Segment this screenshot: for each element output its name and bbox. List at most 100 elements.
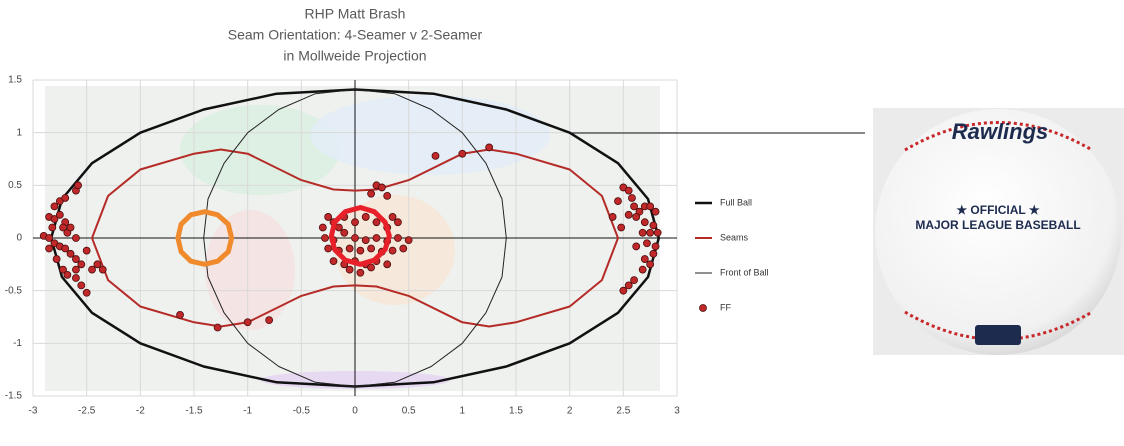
point xyxy=(72,265,80,274)
point xyxy=(608,213,617,221)
point xyxy=(82,288,91,297)
mlb-logo xyxy=(975,325,1021,345)
point xyxy=(394,234,402,242)
y-tick-label: 1 xyxy=(16,127,22,138)
x-tick-label: -0.5 xyxy=(293,406,311,417)
point xyxy=(624,210,633,219)
chart-title: Seam Orientation: 4-Seamer v 2-Seamer xyxy=(228,27,483,43)
point xyxy=(630,276,638,285)
x-tick-label: 1.5 xyxy=(509,406,523,417)
seam xyxy=(904,121,1093,152)
y-tick-label: -0.5 xyxy=(5,285,23,296)
point xyxy=(651,207,660,216)
legend-label: Front of Ball xyxy=(720,267,769,277)
chart-title: in Mollweide Projection xyxy=(283,48,426,64)
point xyxy=(367,189,376,198)
point xyxy=(394,218,402,227)
point xyxy=(66,249,75,258)
x-tick-label: -1.5 xyxy=(185,406,203,417)
legend-label: Seams xyxy=(720,232,749,242)
baseball xyxy=(875,109,1121,355)
point xyxy=(643,239,651,248)
series-line xyxy=(175,209,235,267)
map-region xyxy=(310,95,550,175)
point xyxy=(63,270,72,279)
point xyxy=(646,228,655,237)
point xyxy=(619,286,628,295)
point xyxy=(98,265,107,274)
point xyxy=(624,281,633,290)
point xyxy=(377,183,386,192)
x-tick-label: -2.5 xyxy=(78,406,96,417)
point xyxy=(617,223,626,232)
brand: Rawlings xyxy=(952,119,1049,144)
x-tick-label: -2 xyxy=(136,406,145,417)
point xyxy=(367,263,376,272)
point xyxy=(351,234,359,242)
point xyxy=(628,194,636,202)
point xyxy=(638,228,647,237)
point xyxy=(388,213,397,221)
point xyxy=(372,234,381,242)
plot xyxy=(39,88,662,388)
y-tick-label: -1.5 xyxy=(5,391,23,402)
point xyxy=(351,218,359,227)
point xyxy=(72,234,80,242)
point xyxy=(630,202,638,211)
x-tick-label: -1 xyxy=(243,406,252,417)
point xyxy=(651,242,660,251)
point xyxy=(646,202,655,211)
x-tick-label: -3 xyxy=(29,406,38,417)
legend-swatch xyxy=(699,304,707,312)
point xyxy=(640,218,649,227)
point xyxy=(213,323,222,332)
point xyxy=(77,281,86,290)
x-tick-label: 2 xyxy=(567,406,573,417)
point xyxy=(361,236,370,245)
point xyxy=(329,257,338,266)
point xyxy=(632,242,641,251)
series-line xyxy=(203,89,507,387)
point xyxy=(265,316,274,325)
series-line xyxy=(328,205,392,267)
point xyxy=(59,265,67,274)
point xyxy=(458,149,467,158)
point xyxy=(485,143,494,152)
point xyxy=(646,260,655,269)
x-tick-label: 0.5 xyxy=(402,406,416,417)
point xyxy=(383,191,392,200)
point xyxy=(48,223,57,232)
point xyxy=(653,228,662,237)
x-tick-label: 2.5 xyxy=(616,406,630,417)
point xyxy=(356,268,365,277)
series-line xyxy=(91,148,619,328)
x-tick-label: 3 xyxy=(674,406,680,417)
point xyxy=(345,265,354,274)
point xyxy=(93,260,102,269)
y-tick-label: -1 xyxy=(13,338,22,349)
x-tick-label: 1 xyxy=(460,406,466,417)
point xyxy=(74,181,82,190)
point xyxy=(431,151,440,160)
point xyxy=(324,213,333,221)
point xyxy=(50,202,59,211)
map-region xyxy=(205,210,295,330)
ball-text: ★ OFFICIAL ★ xyxy=(956,203,1040,217)
point xyxy=(72,255,80,263)
point xyxy=(388,246,397,255)
y-tick-label: 0.5 xyxy=(8,180,22,191)
point xyxy=(640,255,649,263)
point xyxy=(399,244,408,253)
ball-text: MAJOR LEAGUE BASEBALL xyxy=(915,218,1080,232)
point xyxy=(50,215,59,223)
point xyxy=(345,244,354,253)
point xyxy=(77,260,86,269)
point xyxy=(649,249,658,258)
point xyxy=(59,223,67,232)
point xyxy=(243,318,252,327)
point xyxy=(361,213,370,221)
point xyxy=(372,218,381,227)
point xyxy=(404,236,413,245)
point xyxy=(624,186,633,195)
